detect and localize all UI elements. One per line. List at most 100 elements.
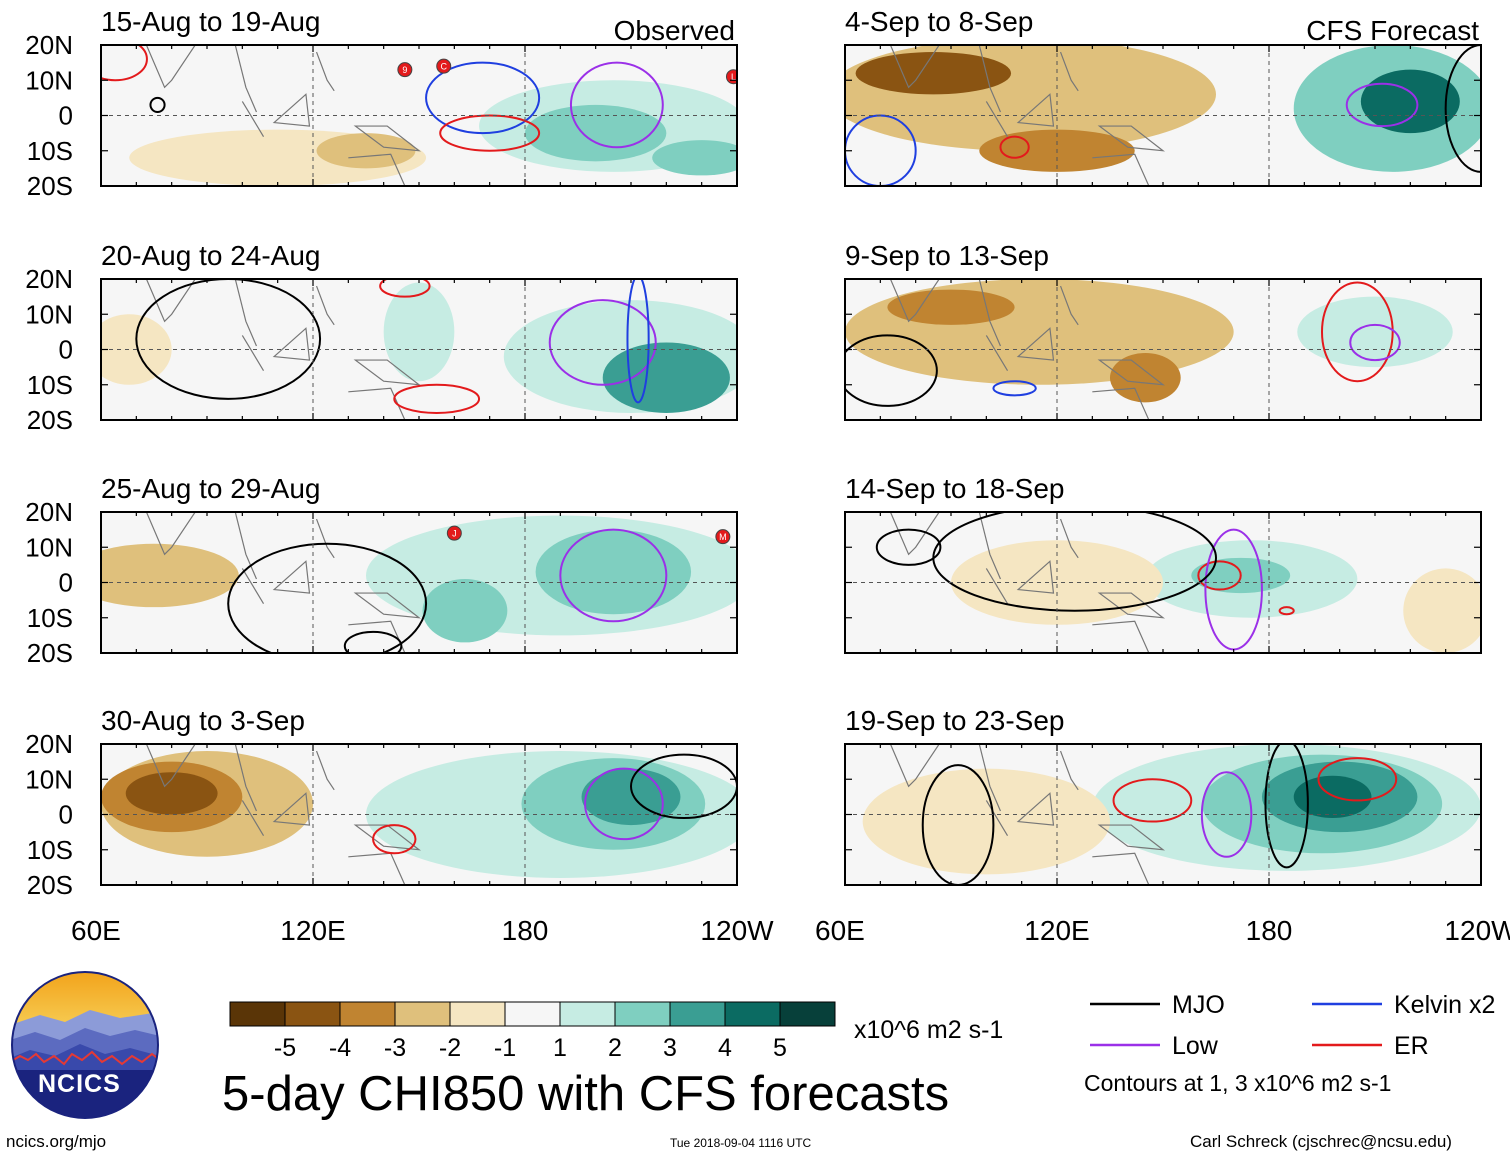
wave-contour xyxy=(1317,757,1398,802)
map-panel xyxy=(100,743,738,886)
y-tick-label: 10S xyxy=(27,603,73,633)
anomaly-shading xyxy=(1403,568,1481,653)
colorbar-label: 1 xyxy=(553,1034,567,1062)
colorbar-swatch xyxy=(284,1001,341,1027)
coastline-islands xyxy=(272,285,335,361)
y-tick-label: 20S xyxy=(27,638,73,668)
panel-title: 25-Aug to 29-Aug xyxy=(101,473,321,504)
panel-title: 4-Sep to 8-Sep xyxy=(845,6,1033,37)
colorbar-swatch xyxy=(559,1001,616,1027)
logo-graphic xyxy=(11,971,159,1119)
legend-label: Low xyxy=(1172,1032,1219,1060)
y-tick-label: 10S xyxy=(27,835,73,865)
wave-contour xyxy=(1321,281,1394,383)
wave-contour xyxy=(1345,82,1419,128)
coastline-sea xyxy=(234,279,265,371)
anomaly-shading xyxy=(602,342,730,413)
figure-title: 5-day CHI850 with CFS forecasts xyxy=(222,1067,950,1121)
x-tick-label: 60E xyxy=(815,915,865,946)
coastline-islands xyxy=(1016,518,1079,594)
column-header: CFS Forecast xyxy=(1306,15,1479,46)
map-panel: 9 C L xyxy=(100,44,738,187)
colorbar-swatch xyxy=(504,1001,561,1027)
map-panel xyxy=(844,743,1482,886)
colorbar-label: -4 xyxy=(329,1034,351,1062)
wave-contour xyxy=(626,279,650,404)
units-label: x10^6 m2 s-1 xyxy=(854,1016,1004,1044)
colorbar-swatch xyxy=(669,1001,726,1027)
anomaly-shading xyxy=(862,768,1110,875)
wave-contour xyxy=(584,767,664,841)
panel-content xyxy=(862,744,1481,885)
legend-label: Kelvin x2 xyxy=(1394,991,1495,1019)
anomaly-shading xyxy=(125,772,218,815)
anomaly-shading xyxy=(101,543,239,608)
coastline-new-guinea xyxy=(1092,359,1166,420)
wave-contour xyxy=(932,512,1217,612)
colorbar-swatch xyxy=(614,1001,671,1027)
wave-contour xyxy=(999,135,1030,159)
y-tick-label: 20N xyxy=(25,264,73,294)
coastline-islands xyxy=(272,750,335,826)
wave-contour xyxy=(569,61,664,149)
wave-contour xyxy=(845,334,938,407)
coastline-sea xyxy=(978,512,1009,604)
y-tick-label: 0 xyxy=(59,335,73,365)
coastline-new-guinea xyxy=(348,125,422,186)
panel-title: 19-Sep to 23-Sep xyxy=(845,705,1065,736)
coastline-islands xyxy=(1016,285,1079,361)
wave-contour xyxy=(1349,323,1401,362)
colorbar-label: 3 xyxy=(663,1034,677,1062)
column-header: Observed xyxy=(614,15,735,46)
y-tick-label: 20S xyxy=(27,171,73,201)
wave-contour xyxy=(992,380,1037,397)
y-tick-label: 0 xyxy=(59,800,73,830)
colorbar-swatch xyxy=(449,1001,506,1027)
wave-contour xyxy=(1278,606,1295,616)
map-panel xyxy=(100,278,738,421)
logo-text: NCICS xyxy=(38,1070,121,1098)
x-tick-label: 120W xyxy=(1444,915,1510,946)
wave-contour xyxy=(439,114,541,152)
y-tick-label: 10N xyxy=(25,65,73,95)
coastline-sea xyxy=(978,45,1009,137)
anomaly-shading xyxy=(535,529,692,615)
legend-label: ER xyxy=(1394,1032,1429,1060)
y-tick-label: 10N xyxy=(25,764,73,794)
y-tick-label: 20N xyxy=(25,30,73,60)
wave-contour xyxy=(921,764,995,885)
colorbar-swatch xyxy=(229,1001,286,1027)
coastline-new-guinea xyxy=(1092,592,1166,653)
colorbar-label: 5 xyxy=(773,1034,787,1062)
map-panel xyxy=(844,44,1482,187)
x-tick-label: 180 xyxy=(1246,915,1293,946)
coastline-islands xyxy=(272,51,335,127)
coastline-india xyxy=(145,744,196,788)
wave-contour xyxy=(379,279,431,298)
y-tick-label: 20S xyxy=(27,870,73,900)
panel-content xyxy=(845,279,1453,420)
anomaly-shading xyxy=(1297,296,1453,368)
panel-content: 9 C L xyxy=(101,45,737,186)
panel-title: 14-Sep to 18-Sep xyxy=(845,473,1065,504)
wave-contour xyxy=(343,630,403,653)
anomaly-shading xyxy=(1360,69,1460,134)
wave-contour xyxy=(227,542,428,653)
map-panel xyxy=(844,511,1482,654)
y-tick-label: 10N xyxy=(25,532,73,562)
coastline-india xyxy=(145,279,196,323)
anomaly-shading xyxy=(383,282,455,382)
anomaly-shading xyxy=(855,52,1012,95)
coastline-new-guinea xyxy=(1092,824,1166,885)
wave-contour xyxy=(875,528,942,566)
storm-marker xyxy=(715,529,731,545)
y-tick-label: 10S xyxy=(27,136,73,166)
y-tick-label: 10N xyxy=(25,299,73,329)
coastline-sea xyxy=(234,512,265,604)
y-tick-label: 0 xyxy=(59,101,73,131)
colorbar-label: -5 xyxy=(274,1034,296,1062)
x-tick-label: 180 xyxy=(502,915,549,946)
colorbar-swatch xyxy=(779,1001,836,1027)
